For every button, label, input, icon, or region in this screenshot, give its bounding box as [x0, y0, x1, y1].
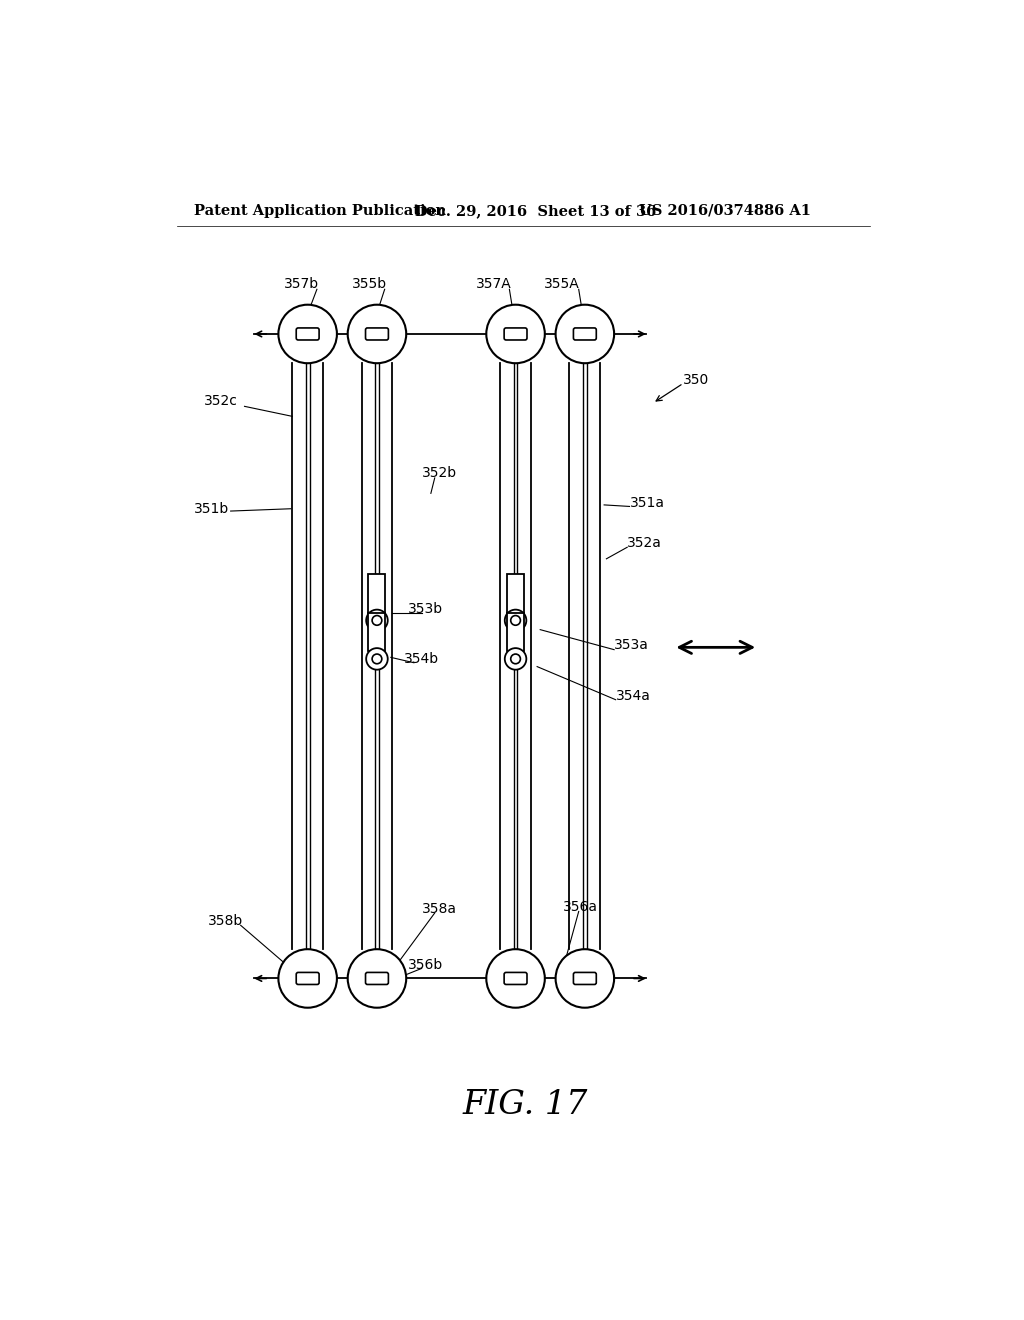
Bar: [369, 574, 385, 612]
Text: 354a: 354a: [615, 689, 650, 702]
Circle shape: [279, 305, 337, 363]
Text: 354b: 354b: [403, 652, 439, 665]
FancyBboxPatch shape: [504, 973, 527, 985]
FancyBboxPatch shape: [366, 973, 388, 985]
FancyBboxPatch shape: [296, 327, 319, 341]
Circle shape: [348, 949, 407, 1007]
Circle shape: [556, 305, 614, 363]
Bar: [507, 574, 524, 612]
FancyBboxPatch shape: [504, 327, 527, 341]
Text: 353b: 353b: [408, 602, 443, 616]
FancyBboxPatch shape: [296, 973, 319, 985]
Circle shape: [505, 648, 526, 669]
FancyBboxPatch shape: [573, 973, 596, 985]
Text: 353a: 353a: [614, 638, 649, 652]
Text: 357A: 357A: [476, 277, 512, 290]
Text: US 2016/0374886 A1: US 2016/0374886 A1: [639, 203, 811, 218]
Circle shape: [486, 949, 545, 1007]
Text: Patent Application Publication: Patent Application Publication: [194, 203, 445, 218]
Text: 356b: 356b: [408, 958, 443, 973]
Bar: [507, 612, 524, 651]
Circle shape: [367, 648, 388, 669]
Circle shape: [348, 305, 407, 363]
Text: 351a: 351a: [630, 496, 665, 511]
Circle shape: [279, 949, 337, 1007]
Text: Dec. 29, 2016  Sheet 13 of 36: Dec. 29, 2016 Sheet 13 of 36: [416, 203, 656, 218]
Text: 358a: 358a: [422, 902, 457, 916]
Text: 351b: 351b: [194, 502, 229, 516]
FancyBboxPatch shape: [573, 327, 596, 341]
Text: 352b: 352b: [422, 466, 457, 479]
Circle shape: [556, 949, 614, 1007]
Circle shape: [486, 305, 545, 363]
Circle shape: [505, 610, 526, 631]
FancyBboxPatch shape: [366, 327, 388, 341]
Text: 355b: 355b: [351, 277, 387, 290]
Text: 350: 350: [683, 374, 710, 387]
Text: 355A: 355A: [544, 277, 580, 290]
Bar: [369, 612, 385, 651]
Text: 352a: 352a: [628, 536, 663, 550]
Text: 356a: 356a: [563, 900, 598, 913]
Circle shape: [367, 610, 388, 631]
Text: FIG. 17: FIG. 17: [462, 1089, 588, 1122]
Text: 352c: 352c: [204, 393, 238, 408]
Text: 358b: 358b: [208, 913, 243, 928]
Text: 357b: 357b: [284, 277, 319, 290]
